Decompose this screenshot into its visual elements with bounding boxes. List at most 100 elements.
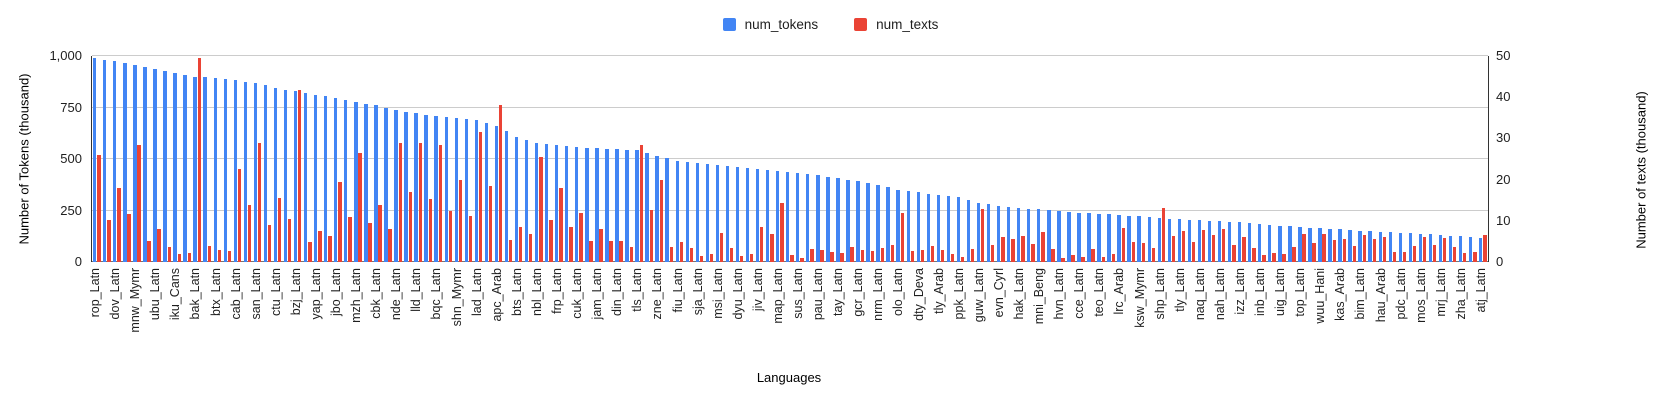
legend-item-num-texts[interactable]: num_texts [854,17,938,32]
bar-num-texts [709,253,714,262]
x-axis-category-label: nrm_Latn [871,268,886,321]
bar-num-texts [358,152,362,262]
bar-num-tokens [434,115,438,262]
bar-num-tokens [153,69,157,262]
bar-num-tokens [1187,219,1192,262]
bar-num-texts [1161,208,1166,262]
right-axis-tick-label: 10 [1496,212,1511,228]
bar-num-tokens [1217,221,1222,262]
bar-num-texts [1041,231,1045,262]
legend-label-num-texts: num_texts [876,16,939,32]
bar-num-texts [187,252,192,262]
x-axis-category-label: ppk_Latn [951,268,966,320]
bar-num-texts [981,209,985,262]
right-axis-tick-label: 30 [1496,130,1511,146]
x-axis-category-label: san_Latn [248,268,263,320]
x-axis-category-label: pau_Latn [811,268,826,321]
bar-num-tokens [233,79,237,262]
plot-area [91,55,1489,262]
bar-num-tokens [354,101,358,262]
x-axis-category-label: mni_Beng [1032,268,1047,325]
x-axis-category-label: tly_Latn [1172,268,1187,312]
bar-num-texts [1051,249,1055,262]
num-tokens-swatch-icon [722,17,736,31]
bar-num-tokens [655,155,659,262]
bar-num-texts [398,143,402,262]
bar-num-tokens [946,196,951,262]
bar-num-tokens [273,87,278,262]
bar-num-texts [689,248,694,262]
x-axis-category-label: yap_Latn [308,268,323,320]
bar-num-texts [388,228,392,262]
bar-num-texts [217,250,222,262]
bar-num-tokens [906,190,910,262]
bar-num-tokens [755,169,760,262]
bar-num-texts [127,214,131,262]
bar-num-tokens [635,150,639,262]
bar-num-texts [1171,235,1176,262]
x-axis-category-label: mrj_Latn [1433,268,1448,317]
x-axis-category-label: ksw_Mymr [1132,268,1147,328]
bar-num-tokens [1378,231,1382,262]
bar-num-texts [488,186,493,262]
x-axis-category-label: msi_Latn [710,268,725,319]
right-axis-tick-label: 40 [1496,89,1511,105]
bar-num-texts [810,249,814,262]
bar-num-texts [729,248,734,262]
gridline [92,55,1488,56]
bar-num-texts [760,226,764,262]
bar-num-texts [1272,253,1276,262]
bar-num-tokens [1478,237,1483,262]
x-axis-category-label: lld_Latn [409,268,424,312]
bar-num-tokens [193,76,197,262]
bar-num-tokens [1328,228,1332,262]
x-axis-category-label: kas_Arab [1333,268,1348,321]
bar-num-texts [288,219,292,262]
bar-num-texts [438,145,443,262]
bar-num-texts [1352,245,1357,262]
x-axis-category-label: gcr_Latn [851,268,866,317]
bar-num-tokens [554,145,559,262]
legend-item-num-tokens[interactable]: num_tokens [722,17,818,32]
x-axis-category-label: apc_Arab [489,268,504,322]
bar-num-texts [1021,236,1025,262]
x-axis-category-label: jbo_Latn [329,268,344,316]
bar-num-tokens [444,116,448,262]
bar-num-texts [147,240,151,262]
x-axis-category-label: olo_Latn [891,268,906,316]
bar-num-texts [1392,251,1397,262]
bar-num-tokens [173,72,177,262]
bar-num-texts [900,212,905,262]
bar-num-tokens [213,78,217,262]
bar-num-tokens [1047,210,1051,262]
x-axis-category-label: sja_Latn [690,268,705,316]
bar-num-tokens [685,161,689,262]
right-axis-tick-label: 0 [1496,254,1504,269]
bar-num-texts [780,203,784,262]
x-axis-category-label: nbl_Latn [529,268,544,316]
x-axis-category-label: mzh_Latn [349,268,364,323]
x-axis-category-label: dyu_Latn [730,268,745,320]
x-axis-category-label: lrc_Arab [1112,268,1127,315]
bar-num-texts [1141,243,1146,262]
left-axis-tick-label: 0 [74,254,82,269]
bar-num-tokens [595,148,599,262]
bar-num-tokens [1016,208,1021,262]
bar-num-tokens [364,103,368,262]
bar-num-texts [468,216,473,262]
bar-num-tokens [323,96,328,262]
bar-num-texts [247,204,252,262]
bar-num-texts [930,245,935,262]
bar-num-texts [508,239,513,262]
bar-num-texts [950,254,955,262]
bar-num-tokens [665,158,669,262]
bar-num-texts [1071,255,1075,262]
bar-num-texts [117,187,121,262]
bar-num-tokens [133,65,137,262]
gridline [92,209,1488,211]
bar-num-tokens [1197,220,1202,262]
bar-num-texts [1362,235,1367,262]
x-axis-category-label: hak_Latn [1011,268,1026,320]
bar-num-texts [850,246,854,262]
bar-num-texts [549,219,553,262]
